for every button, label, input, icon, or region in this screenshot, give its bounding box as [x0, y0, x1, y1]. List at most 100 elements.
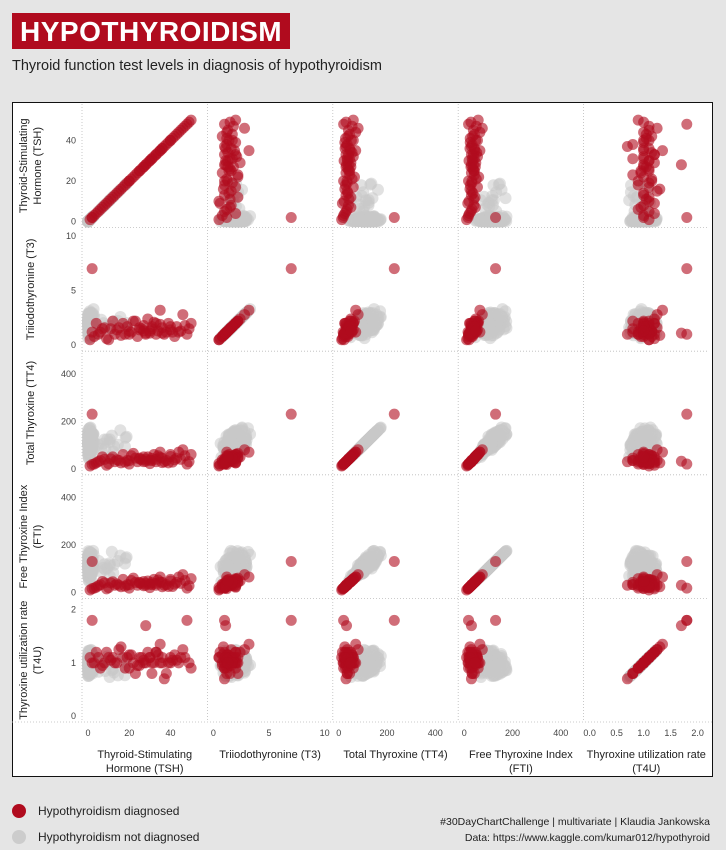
point-diagnosed — [226, 134, 238, 146]
point-diagnosed — [123, 455, 135, 467]
point-diagnosed — [185, 449, 197, 461]
point-diagnosed — [177, 309, 189, 321]
cell-T3-vs-T3 — [213, 263, 297, 346]
point-diagnosed — [675, 159, 687, 171]
point-diagnosed — [86, 408, 98, 420]
point-diagnosed — [285, 263, 297, 275]
point-diagnosed — [146, 321, 158, 333]
cell-T3-vs-TSH — [82, 263, 197, 346]
cell-TSH-vs-T3 — [213, 114, 297, 228]
point-not-diagnosed — [82, 309, 95, 322]
point-not-diagnosed — [82, 437, 95, 450]
point-diagnosed — [638, 451, 650, 463]
point-not-diagnosed — [495, 421, 508, 434]
point-diagnosed — [632, 114, 644, 126]
point-diagnosed — [113, 454, 125, 466]
point-diagnosed — [138, 451, 150, 463]
point-diagnosed — [352, 309, 364, 321]
point-diagnosed — [627, 452, 639, 464]
point-diagnosed — [164, 134, 176, 146]
point-diagnosed — [651, 444, 663, 456]
point-diagnosed — [156, 457, 168, 469]
point-diagnosed — [220, 143, 232, 155]
point-diagnosed — [635, 201, 647, 213]
point-diagnosed — [466, 175, 478, 187]
point-not-diagnosed — [364, 178, 377, 191]
point-diagnosed — [464, 143, 476, 155]
point-diagnosed — [86, 212, 98, 224]
point-diagnosed — [243, 145, 255, 157]
cell-TT4-vs-TSH — [82, 408, 197, 472]
point-diagnosed — [239, 122, 251, 134]
cell-TT4-vs-T3 — [213, 408, 297, 472]
cell-T3-vs-TT4 — [336, 263, 400, 346]
cell-T3-vs-FTI — [461, 263, 513, 346]
point-diagnosed — [347, 114, 359, 126]
cell-TT4-vs-T4U — [621, 408, 693, 472]
point-diagnosed — [345, 161, 357, 173]
point-not-diagnosed — [493, 309, 506, 322]
cell-FTI-vs-TSH — [82, 544, 197, 596]
point-diagnosed — [638, 134, 650, 146]
page-title: HYPOTHYROIDISM — [12, 13, 291, 49]
point-diagnosed — [648, 207, 660, 219]
point-diagnosed — [490, 212, 502, 224]
point-diagnosed — [388, 263, 400, 275]
point-diagnosed — [345, 451, 357, 463]
point-diagnosed — [388, 408, 400, 420]
point-diagnosed — [222, 161, 234, 173]
cell-TSH-vs-FTI — [461, 114, 513, 228]
cell-TT4-vs-TT4 — [336, 408, 400, 472]
point-diagnosed — [470, 134, 482, 146]
point-diagnosed — [345, 134, 357, 146]
point-diagnosed — [222, 175, 234, 187]
point-diagnosed — [638, 325, 650, 337]
point-not-diagnosed — [237, 431, 250, 444]
point-diagnosed — [154, 304, 166, 316]
point-diagnosed — [86, 263, 98, 275]
point-diagnosed — [339, 143, 351, 155]
point-diagnosed — [345, 325, 357, 337]
point-diagnosed — [230, 114, 242, 126]
point-not-diagnosed — [221, 437, 234, 450]
point-diagnosed — [476, 309, 488, 321]
point-diagnosed — [138, 161, 150, 173]
point-diagnosed — [343, 153, 355, 165]
point-diagnosed — [648, 317, 660, 329]
point-diagnosed — [490, 263, 502, 275]
point-not-diagnosed — [119, 431, 132, 444]
page-subtitle: Thyroid function test levels in diagnosi… — [12, 58, 382, 74]
cell-TSH-vs-T4U — [621, 114, 693, 228]
point-diagnosed — [638, 153, 650, 165]
point-diagnosed — [225, 185, 237, 197]
point-not-diagnosed — [358, 214, 371, 227]
point-not-diagnosed — [358, 325, 371, 338]
point-diagnosed — [146, 452, 158, 464]
point-diagnosed — [681, 212, 693, 224]
point-diagnosed — [341, 185, 353, 197]
point-diagnosed — [627, 153, 639, 165]
point-diagnosed — [643, 143, 655, 155]
point-diagnosed — [627, 138, 639, 150]
point-diagnosed — [469, 325, 481, 337]
point-not-diagnosed — [360, 194, 373, 207]
point-diagnosed — [113, 322, 125, 334]
cell-T3-vs-T4U — [621, 263, 693, 346]
point-diagnosed — [472, 114, 484, 126]
cell-TSH-vs-TT4 — [336, 114, 400, 228]
point-diagnosed — [138, 325, 150, 337]
point-diagnosed — [156, 327, 168, 339]
point-diagnosed — [651, 185, 663, 197]
point-diagnosed — [156, 143, 168, 155]
point-diagnosed — [469, 451, 481, 463]
point-diagnosed — [468, 153, 480, 165]
point-diagnosed — [185, 317, 197, 329]
point-diagnosed — [113, 185, 125, 197]
point-not-diagnosed — [364, 309, 377, 322]
point-diagnosed — [285, 408, 297, 420]
point-diagnosed — [222, 451, 234, 463]
point-not-diagnosed — [487, 194, 500, 207]
point-diagnosed — [675, 327, 687, 339]
point-not-diagnosed — [103, 436, 116, 449]
